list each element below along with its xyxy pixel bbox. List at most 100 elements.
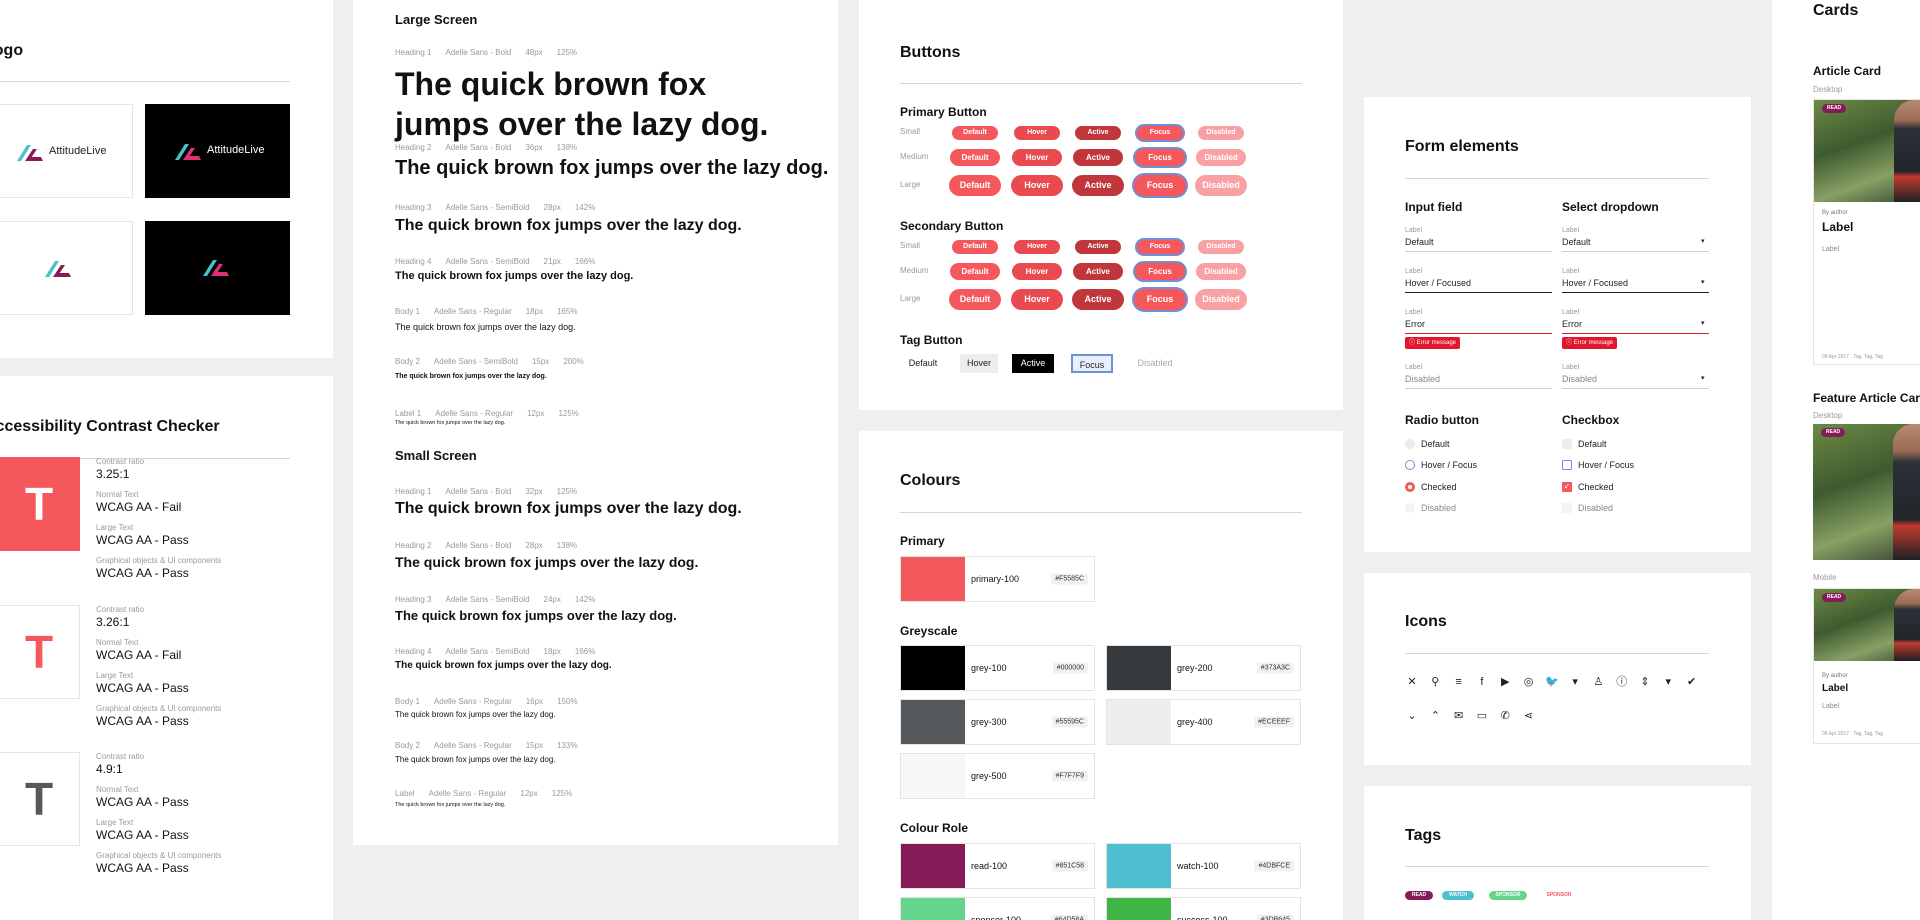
button-active[interactable]: Active [1073, 263, 1123, 280]
button-disabled[interactable]: Disabled [1196, 149, 1246, 166]
button-focus[interactable]: Focus [1134, 289, 1186, 310]
button-active[interactable]: Active [1073, 149, 1123, 166]
tag-button-disabled[interactable]: Disabled [1132, 354, 1178, 373]
button-focus[interactable]: Focus [1135, 263, 1185, 280]
twitter-icon[interactable]: 🐦 [1544, 676, 1559, 688]
button-default[interactable]: Default [950, 149, 1000, 166]
close-icon[interactable]: ✕ [1407, 676, 1417, 688]
checkbox-label: Hover / Focus [1578, 460, 1635, 470]
button-focus[interactable]: Focus [1137, 240, 1183, 254]
logo-light-full: AttitudeLive [0, 104, 133, 198]
caret-down-icon[interactable]: ▾ [1572, 676, 1578, 688]
button-disabled[interactable]: Disabled [1198, 126, 1244, 140]
button-default[interactable]: Default [949, 175, 1001, 196]
chevron-down-icon[interactable]: ▾ [1701, 238, 1705, 245]
card-icon[interactable]: ▭ [1476, 710, 1488, 722]
person-photo [1894, 100, 1920, 202]
button-hover[interactable]: Hover [1012, 263, 1062, 280]
button-hover[interactable]: Hover [1012, 149, 1062, 166]
button-default[interactable]: Default [950, 263, 1000, 280]
button-active[interactable]: Active [1075, 126, 1121, 140]
check-icon[interactable]: ✔ [1686, 676, 1697, 688]
field-underline [1562, 388, 1709, 389]
button-default[interactable]: Default [949, 289, 1001, 310]
share-icon[interactable]: ⋖ [1523, 710, 1534, 722]
tag-button-active[interactable]: Active [1012, 354, 1054, 373]
youtube-icon[interactable]: ▶ [1500, 676, 1510, 688]
type-sample: The quick brown fox jumps over the lazy … [395, 270, 634, 282]
facebook-icon[interactable]: f [1480, 676, 1484, 688]
chevron-down-icon[interactable]: ▾ [1701, 375, 1705, 382]
button-focus[interactable]: Focus [1134, 175, 1186, 196]
button-hover[interactable]: Hover [1011, 175, 1063, 196]
info-icon[interactable]: ⓘ [1616, 676, 1628, 688]
caret-down-small-icon[interactable]: ▾ [1665, 676, 1672, 688]
input-value[interactable]: Disabled [1405, 374, 1441, 384]
chevron-down-icon[interactable]: ▾ [1701, 320, 1705, 327]
button-disabled[interactable]: Disabled [1195, 289, 1247, 310]
tag-button-default[interactable]: Default [900, 354, 946, 373]
checkbox-checked[interactable]: ✓ [1562, 482, 1572, 492]
checkbox-default[interactable] [1562, 439, 1572, 449]
spec-lh: 166% [574, 647, 596, 656]
article-card[interactable]: READ By author Label Label 09 Apr 2017 ·… [1813, 99, 1920, 365]
radio-hover[interactable] [1405, 460, 1415, 470]
user-icon[interactable]: ♙ [1593, 676, 1604, 688]
input-value[interactable]: Default [1405, 237, 1434, 247]
feature-card-mobile[interactable]: READ By author Label Label 09 Apr 2017 ·… [1813, 588, 1920, 744]
button-active[interactable]: Active [1072, 289, 1124, 310]
chevron-down-icon[interactable]: ▾ [1701, 279, 1705, 286]
card-image [1814, 589, 1920, 661]
button-focus[interactable]: Focus [1135, 149, 1185, 166]
select-value[interactable]: Default [1562, 237, 1591, 247]
button-default[interactable]: Default [952, 126, 998, 140]
button-disabled[interactable]: Disabled [1198, 240, 1244, 254]
button-disabled[interactable]: Disabled [1196, 263, 1246, 280]
radio-checked[interactable] [1405, 482, 1415, 492]
contrast-value: 4.9:1 [96, 762, 123, 776]
select-value[interactable]: Hover / Focused [1562, 278, 1629, 288]
contrast-value: WCAG AA - Fail [96, 648, 182, 662]
chevron-up-icon[interactable]: ⌃ [1430, 710, 1440, 722]
tag-button-focus[interactable]: Focus [1071, 354, 1113, 373]
field-label: Label [1562, 227, 1580, 234]
contrast-value: 3.25:1 [96, 467, 130, 481]
button-hover[interactable]: Hover [1011, 289, 1063, 310]
feature-card[interactable]: READ [1813, 424, 1920, 560]
type-sample: The quick brown fox jumps over the lazy … [395, 755, 556, 764]
type-spec: Heading 3 Adelle Sans - SemiBold 28px 142% [395, 203, 609, 212]
input-value[interactable]: Hover / Focused [1405, 278, 1472, 288]
instagram-icon[interactable]: ◎ [1523, 676, 1534, 688]
button-hover[interactable]: Hover [1014, 126, 1060, 140]
phone-icon[interactable]: ✆ [1500, 710, 1510, 722]
checkbox-hover[interactable] [1562, 460, 1572, 470]
button-focus[interactable]: Focus [1137, 126, 1183, 140]
checkbox-disabled[interactable] [1562, 503, 1572, 513]
input-value[interactable]: Error [1405, 319, 1425, 329]
spec-size: 12px [520, 789, 538, 798]
divider [1405, 653, 1709, 654]
spec-level: Heading 4 [395, 647, 432, 656]
button-default[interactable]: Default [952, 240, 998, 254]
type-spec: Heading 2 Adelle Sans - Bold 36px 138% [395, 143, 591, 152]
colour-swatch: sponsor-100 #64D58A [900, 897, 1095, 920]
search-icon[interactable]: ⚲ [1431, 676, 1440, 688]
select-value[interactable]: Disabled [1562, 374, 1598, 384]
sort-icon[interactable]: ⇕ [1640, 676, 1650, 688]
tag-button-hover[interactable]: Hover [960, 354, 998, 373]
field-underline [1405, 292, 1552, 293]
chevron-down-icon[interactable]: ⌄ [1407, 710, 1417, 722]
button-disabled[interactable]: Disabled [1195, 175, 1247, 196]
radio-disabled[interactable] [1405, 503, 1415, 513]
select-value[interactable]: Error [1562, 319, 1582, 329]
error-text: Error message [1573, 340, 1614, 346]
mail-icon[interactable]: ✉ [1453, 710, 1464, 722]
button-active[interactable]: Active [1075, 240, 1121, 254]
button-active[interactable]: Active [1072, 175, 1124, 196]
spec-lh: 125% [556, 48, 578, 57]
menu-icon[interactable]: ≡ [1455, 676, 1462, 688]
spec-size: 18px [543, 647, 561, 656]
button-hover[interactable]: Hover [1014, 240, 1060, 254]
spec-lh: 125% [556, 487, 578, 496]
radio-default[interactable] [1405, 439, 1415, 449]
